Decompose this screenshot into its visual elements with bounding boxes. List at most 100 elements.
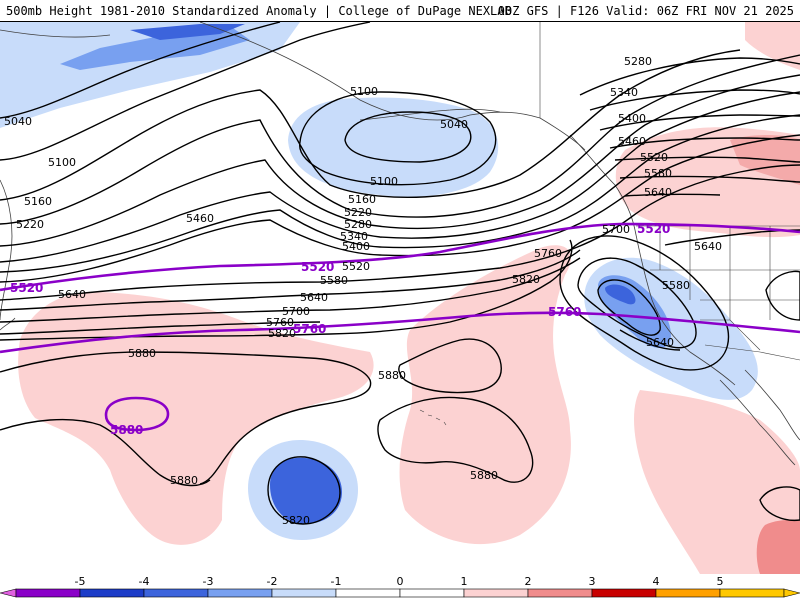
contour-5040-west [0, 22, 281, 119]
label-5220-west: 5220 [16, 218, 44, 231]
contour-5280 [0, 74, 800, 247]
label-5100-gulf-north: 5100 [350, 85, 378, 98]
highlight-5880-closed [104, 396, 170, 432]
contour-5100-west [0, 22, 371, 161]
coastline-kamchatka [0, 179, 13, 321]
contour-ne-5520 [614, 156, 800, 163]
map-title: 500mb Height 1981-2010 Standardized Anom… [6, 4, 512, 18]
anomaly-pos-west-ridge [18, 291, 374, 545]
contour-ne-5340 [589, 89, 800, 111]
contour-se-ring [759, 486, 800, 522]
coastline-japan [0, 317, 16, 331]
height-contours [0, 22, 800, 525]
contour-east-low-5640 [619, 329, 681, 351]
label-5100-gulf-south: 5100 [370, 175, 398, 188]
contour-5880-sw [0, 418, 211, 487]
contour-labels: 5040 5040 5100 5100 5100 5160 5160 5220 … [4, 55, 722, 527]
label-5880-highlight-closed: 5880 [110, 423, 143, 437]
label-5640-west: 5640 [58, 288, 86, 301]
label-5400-ne: 5400 [618, 112, 646, 125]
label-5280-ne: 5280 [624, 55, 652, 68]
label-5580-ne: 5580 [644, 167, 672, 180]
contour-east-low-mid [577, 257, 697, 349]
colorbar-tick-label: 2 [525, 575, 532, 588]
colorbar-swatch [463, 588, 529, 598]
colorbar-tick-label: -5 [75, 575, 86, 588]
colorbar-swatch [655, 588, 721, 598]
colorbar-tick-label: 5 [717, 575, 724, 588]
anomaly-pos-se [634, 390, 800, 574]
colorbar-tick-label: -2 [267, 575, 278, 588]
label-5580-mid: 5580 [320, 274, 348, 287]
colorbar-swatch [79, 588, 145, 598]
label-5040-west: 5040 [4, 115, 32, 128]
colorbar-end-right [783, 588, 800, 598]
contour-5220 [0, 54, 800, 225]
label-5880-center: 5880 [378, 369, 406, 382]
colorbar: -5 -4 -3 -2 -1 0 1 2 3 4 5 [0, 575, 800, 598]
colorbar-tick-labels: -5 -4 -3 -2 -1 0 1 2 3 4 5 [75, 575, 724, 588]
contour-5820-center [329, 239, 573, 335]
contour-5400 [0, 114, 800, 273]
contour-5340 [0, 91, 800, 263]
contour-5460 [0, 134, 800, 283]
colorbar-swatch [207, 588, 273, 598]
map-panel: 5040 5040 5100 5100 5100 5160 5160 5220 … [0, 22, 800, 574]
contour-5040-gulf [344, 111, 472, 163]
header-bar: 500mb Height 1981-2010 Standardized Anom… [0, 0, 800, 22]
colorbar-swatch [719, 588, 785, 598]
colorbar-swatch [143, 588, 209, 598]
coastline-bc [569, 134, 636, 231]
highlight-5520-line [0, 222, 800, 292]
label-5760-mid: 5760 [266, 316, 294, 329]
coastline-alaska-peninsula [359, 108, 501, 121]
label-5100-west: 5100 [48, 156, 76, 169]
contour-5880-center [398, 338, 502, 394]
contour-5700-mid [0, 257, 581, 323]
colorbar-tick-label: 3 [589, 575, 596, 588]
state-borders-west [650, 226, 800, 351]
colorbar-swatch [527, 588, 593, 598]
label-5880-se: 5880 [470, 469, 498, 482]
anomaly-neg-east-low-dark [605, 284, 636, 305]
label-5280-mid: 5280 [344, 218, 372, 231]
label-5460-ne: 5460 [618, 135, 646, 148]
colorbar-tick-label: 1 [461, 575, 468, 588]
label-5400-mid: 5400 [342, 240, 370, 253]
label-5520-highlight-west: 5520 [10, 281, 43, 295]
label-5820-south: 5820 [282, 514, 310, 527]
colorbar-swatch [399, 588, 465, 598]
label-5640-mid: 5640 [300, 291, 328, 304]
label-5760-highlight-east: 5760 [548, 305, 581, 319]
contour-5880-west [0, 351, 372, 485]
label-5340-ne: 5340 [610, 86, 638, 99]
contour-5880-se [377, 396, 534, 483]
contour-ne-5580 [619, 175, 800, 183]
colorbar-swatch [271, 588, 337, 598]
label-5880-sw: 5880 [170, 474, 198, 487]
contour-ne-5400 [599, 114, 800, 131]
label-5160-mid: 5160 [348, 193, 376, 206]
colorbar-tick-label: 4 [653, 575, 660, 588]
colorbar-tick-label: -4 [139, 575, 150, 588]
label-5640-land: 5640 [694, 240, 722, 253]
contour-ne-5280 [579, 57, 800, 96]
colorbar-swatch [335, 588, 401, 598]
us-state-borders [419, 22, 800, 426]
colorbar-swatches [0, 588, 800, 598]
model-valid-time: 00Z GFS | F126 Valid: 06Z FRI NOV 21 202… [497, 4, 794, 18]
anomaly-neg-south-cutoff-core [270, 457, 342, 524]
colorbar-tick-label: -3 [203, 575, 214, 588]
contour-5640-mid [0, 249, 581, 311]
label-5580-low: 5580 [662, 279, 690, 292]
label-5700-coast: 5700 [602, 223, 630, 236]
anomaly-pos-se-core [756, 519, 800, 574]
anomaly-pos-central-ridge [399, 245, 571, 545]
label-5220-mid: 5220 [344, 206, 372, 219]
anomaly-neg-bering-north [0, 22, 300, 128]
border-us-mexico [704, 344, 800, 361]
label-5040-gulf: 5040 [440, 118, 468, 131]
colorbar-end-left [0, 588, 17, 598]
label-5760-coast: 5760 [534, 247, 562, 260]
